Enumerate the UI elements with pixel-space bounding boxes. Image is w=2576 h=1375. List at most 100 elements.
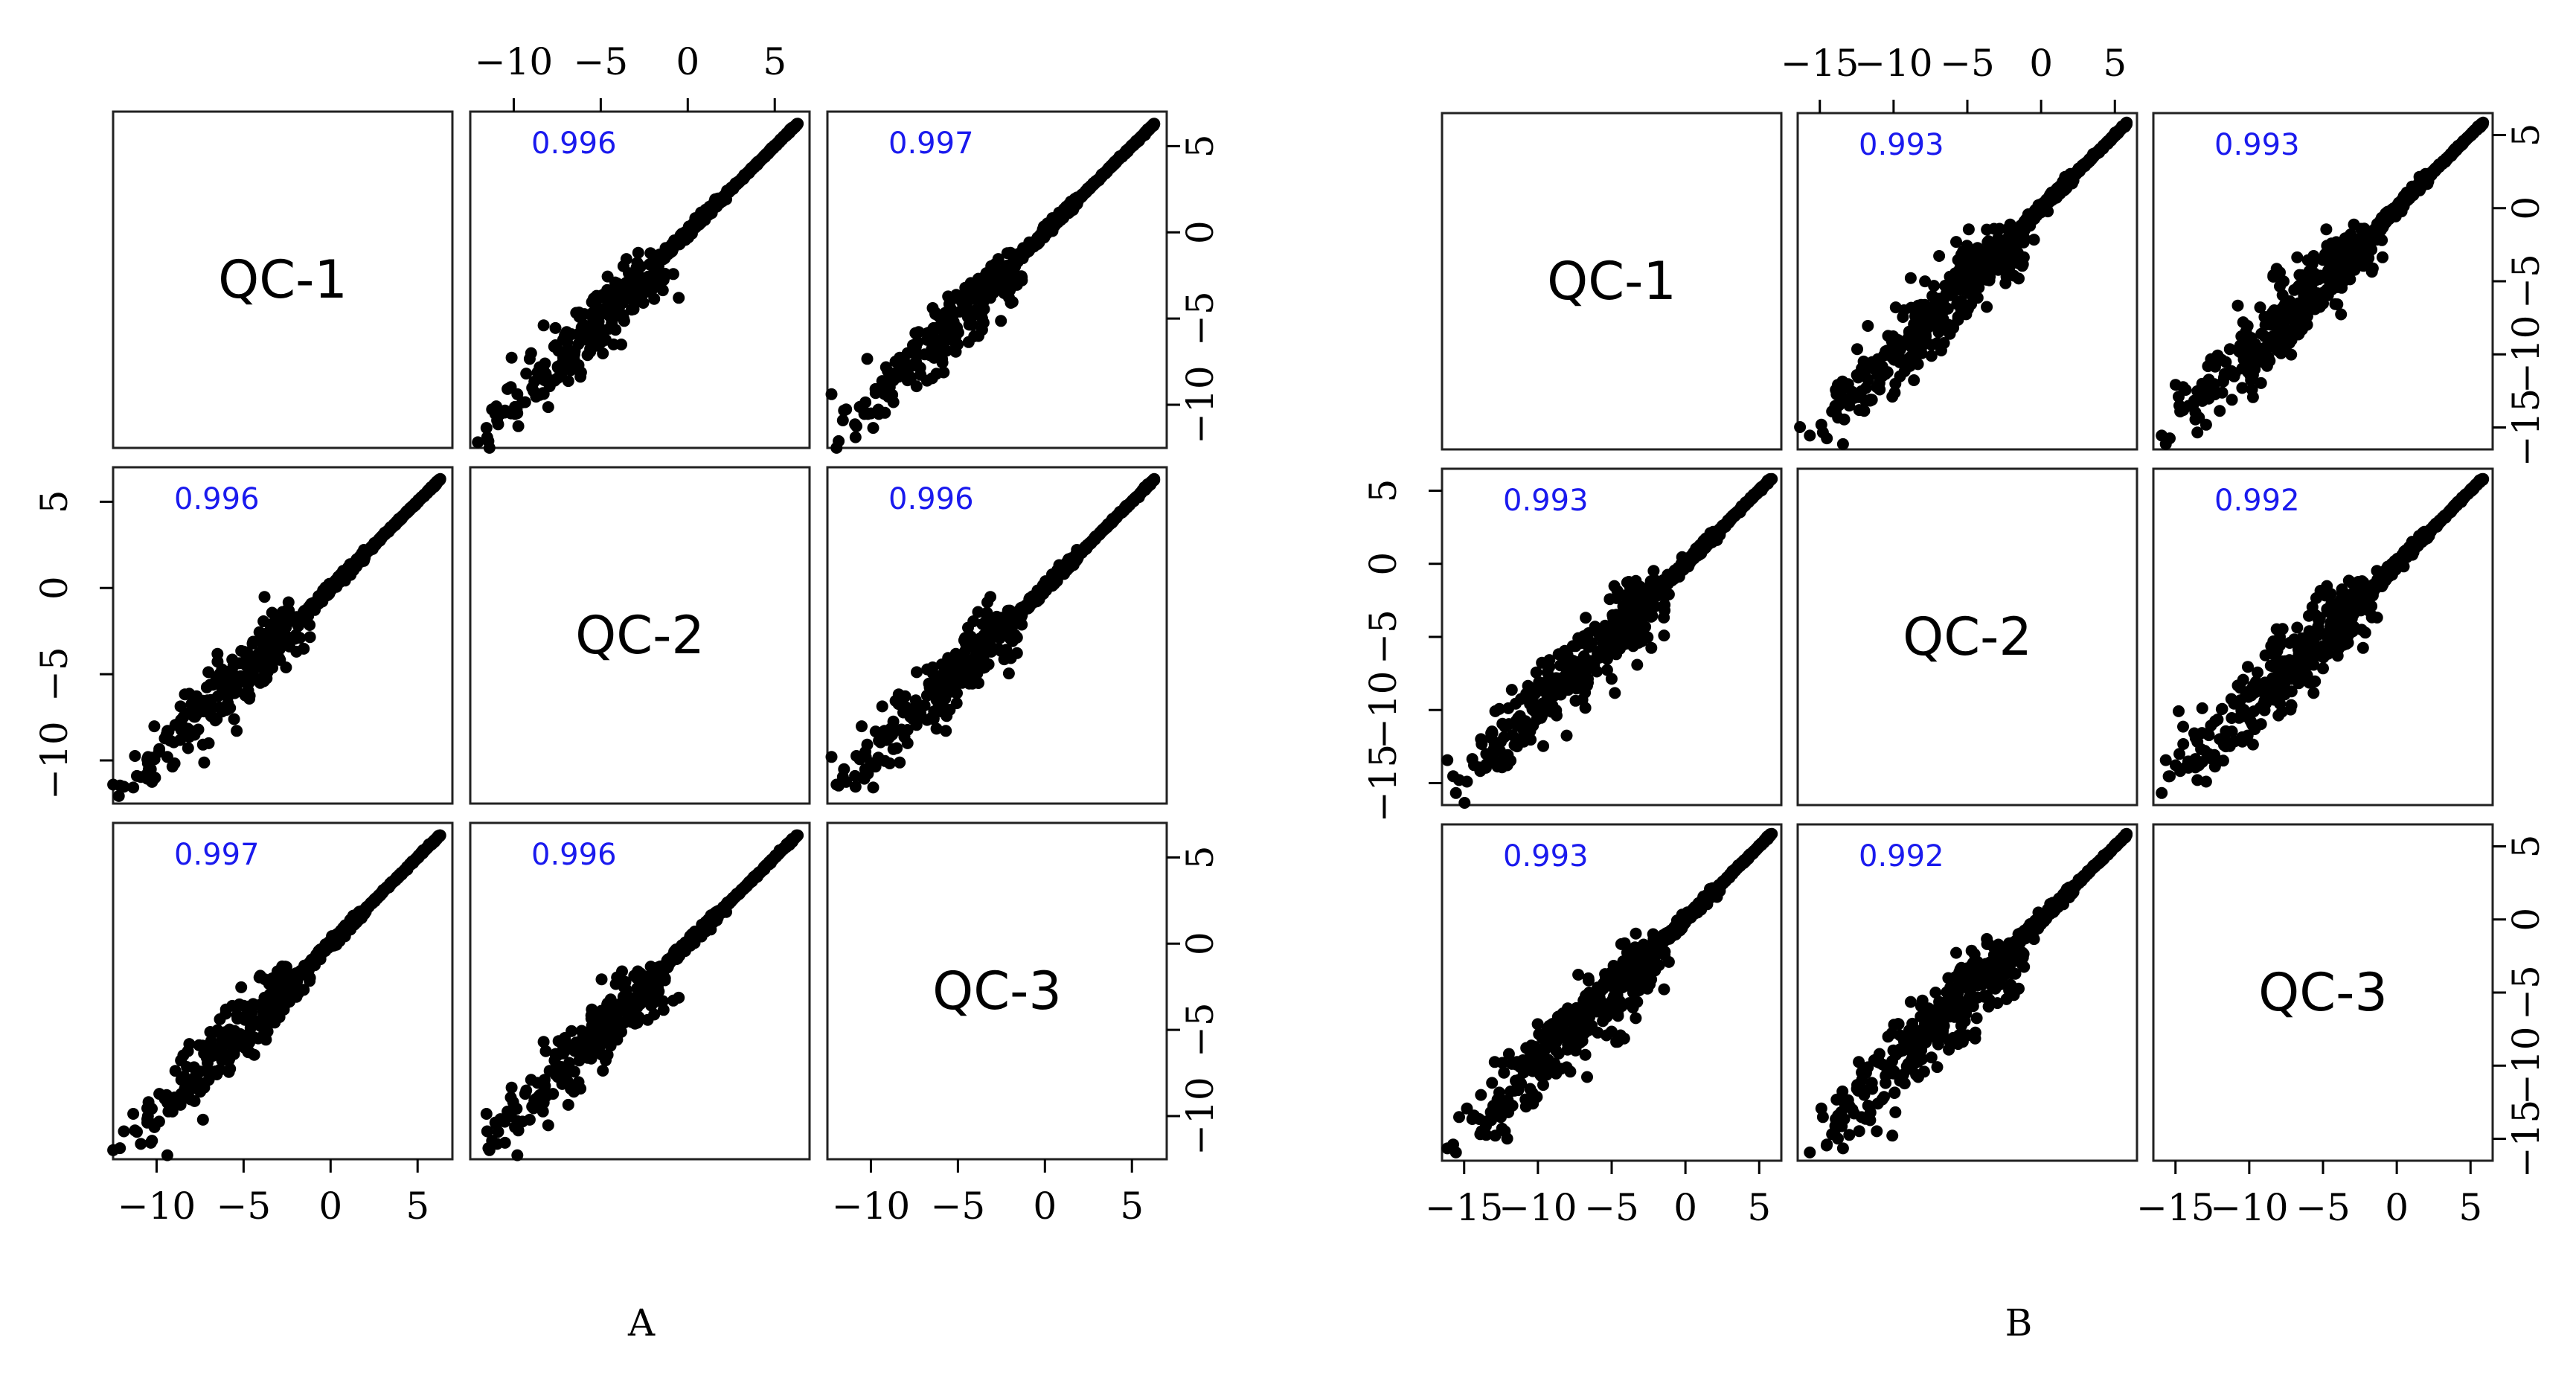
scatter-point: [645, 999, 658, 1012]
scatter-point: [1830, 388, 1843, 400]
scatter-point: [972, 274, 984, 286]
scatter-point: [1882, 330, 1894, 342]
scatter-point: [549, 1048, 562, 1060]
scatter-point: [168, 757, 181, 769]
scatter-point: [951, 687, 963, 699]
scatter-point: [1836, 438, 1849, 450]
scatter-point: [542, 1119, 554, 1132]
scatter-point: [277, 984, 289, 997]
scatter-point: [833, 435, 845, 447]
scatter-points-2-1: [107, 472, 446, 802]
scatter-points-1-2: [472, 118, 804, 454]
scatter-point: [623, 999, 635, 1012]
scatter-point: [1996, 240, 2008, 253]
scatter-point: [196, 1113, 209, 1126]
axis-bottom-3: −10 −5 0 5: [832, 1159, 1144, 1228]
scatter-point: [1007, 278, 1020, 290]
scatter-point: [597, 1065, 609, 1077]
scatter-point: [910, 380, 923, 393]
scatter-point: [1981, 266, 1993, 278]
scatter-point: [509, 408, 522, 420]
tick-label: −5: [1179, 1002, 1222, 1057]
scatter-point: [878, 725, 891, 737]
scatter-point: [966, 318, 978, 331]
scatter-point: [141, 1102, 153, 1115]
tick-label: −10: [1179, 1077, 1222, 1156]
tick-label: −5: [931, 1185, 986, 1228]
scatter-point: [266, 606, 278, 619]
scatter-point: [1935, 323, 1947, 336]
scatter-point: [1148, 472, 1161, 485]
scatter-point: [525, 1074, 537, 1086]
scatter-point: [1904, 272, 1917, 284]
panel-frame-1-2: [469, 110, 811, 449]
scatter-point: [606, 316, 618, 329]
scatter-point: [272, 968, 285, 981]
scatter-point: [2189, 413, 2202, 426]
scatter-point: [562, 1098, 574, 1111]
scatter-point: [472, 436, 484, 449]
scatter-point: [861, 738, 874, 751]
scatter-point: [253, 971, 266, 984]
tick-label: 0: [676, 40, 699, 83]
axis-top-2: −10 −5 0 5: [475, 40, 786, 112]
scatter-point: [867, 781, 880, 794]
scatter-point: [2121, 116, 2133, 129]
scatter-point: [2199, 418, 2212, 431]
correlation-label-1-2: 0.993: [1859, 128, 1944, 162]
scatter-point: [141, 753, 153, 766]
tick-label: 0: [1179, 220, 1222, 244]
scatter-point: [253, 626, 266, 638]
scatter-point: [211, 1024, 224, 1036]
scatter-point: [434, 472, 446, 485]
scatter-point: [887, 715, 900, 728]
scatter-point: [1925, 339, 1938, 351]
scatter-point: [489, 1116, 502, 1129]
scatter-point: [202, 1065, 215, 1077]
scatter-point: [231, 725, 243, 737]
scatter-point: [1953, 283, 1966, 296]
scatter-point: [1941, 286, 1953, 299]
scatter-point: [182, 742, 194, 754]
scatter-point: [942, 322, 955, 335]
scatter-point: [1903, 326, 1915, 339]
scatter-point: [1908, 374, 1920, 386]
scatter-point: [1955, 308, 1967, 321]
scatter-point: [489, 408, 502, 420]
scatter-point: [616, 278, 628, 291]
scatter-point: [630, 282, 643, 295]
scatter-point: [897, 357, 909, 370]
scatter-point: [1794, 421, 1807, 433]
scatter-point: [570, 1036, 583, 1049]
scatter-point: [161, 1097, 174, 1109]
scatter-point: [148, 720, 161, 733]
scatter-point: [849, 431, 862, 443]
scatter-point: [246, 670, 258, 682]
tick-label: −5: [1179, 291, 1222, 346]
scatter-point: [923, 349, 936, 362]
scatter-point: [632, 972, 644, 984]
scatter-point: [840, 403, 853, 416]
scatter-point: [939, 693, 952, 705]
scatter-point: [1981, 301, 1993, 313]
scatter-point: [205, 710, 217, 722]
scatter-point: [643, 987, 656, 999]
scatter-point: [1955, 249, 1967, 260]
scatter-point: [511, 1149, 524, 1161]
scatter-point: [617, 260, 629, 272]
scatter-point: [216, 1054, 228, 1067]
scatter-point: [200, 1051, 213, 1064]
scatter-point: [276, 1004, 289, 1016]
scatter-point: [434, 829, 446, 842]
scatter-point: [656, 284, 669, 297]
scatter-point: [911, 666, 923, 679]
scatter-point: [1862, 320, 1874, 332]
scatter-point: [1815, 418, 1827, 431]
scatter-point: [193, 1039, 205, 1051]
scatter-point: [657, 1004, 670, 1016]
scatter-point: [673, 292, 685, 304]
scatter-point: [227, 1033, 240, 1046]
scatter-point: [183, 731, 196, 743]
scatter-point: [292, 987, 304, 999]
